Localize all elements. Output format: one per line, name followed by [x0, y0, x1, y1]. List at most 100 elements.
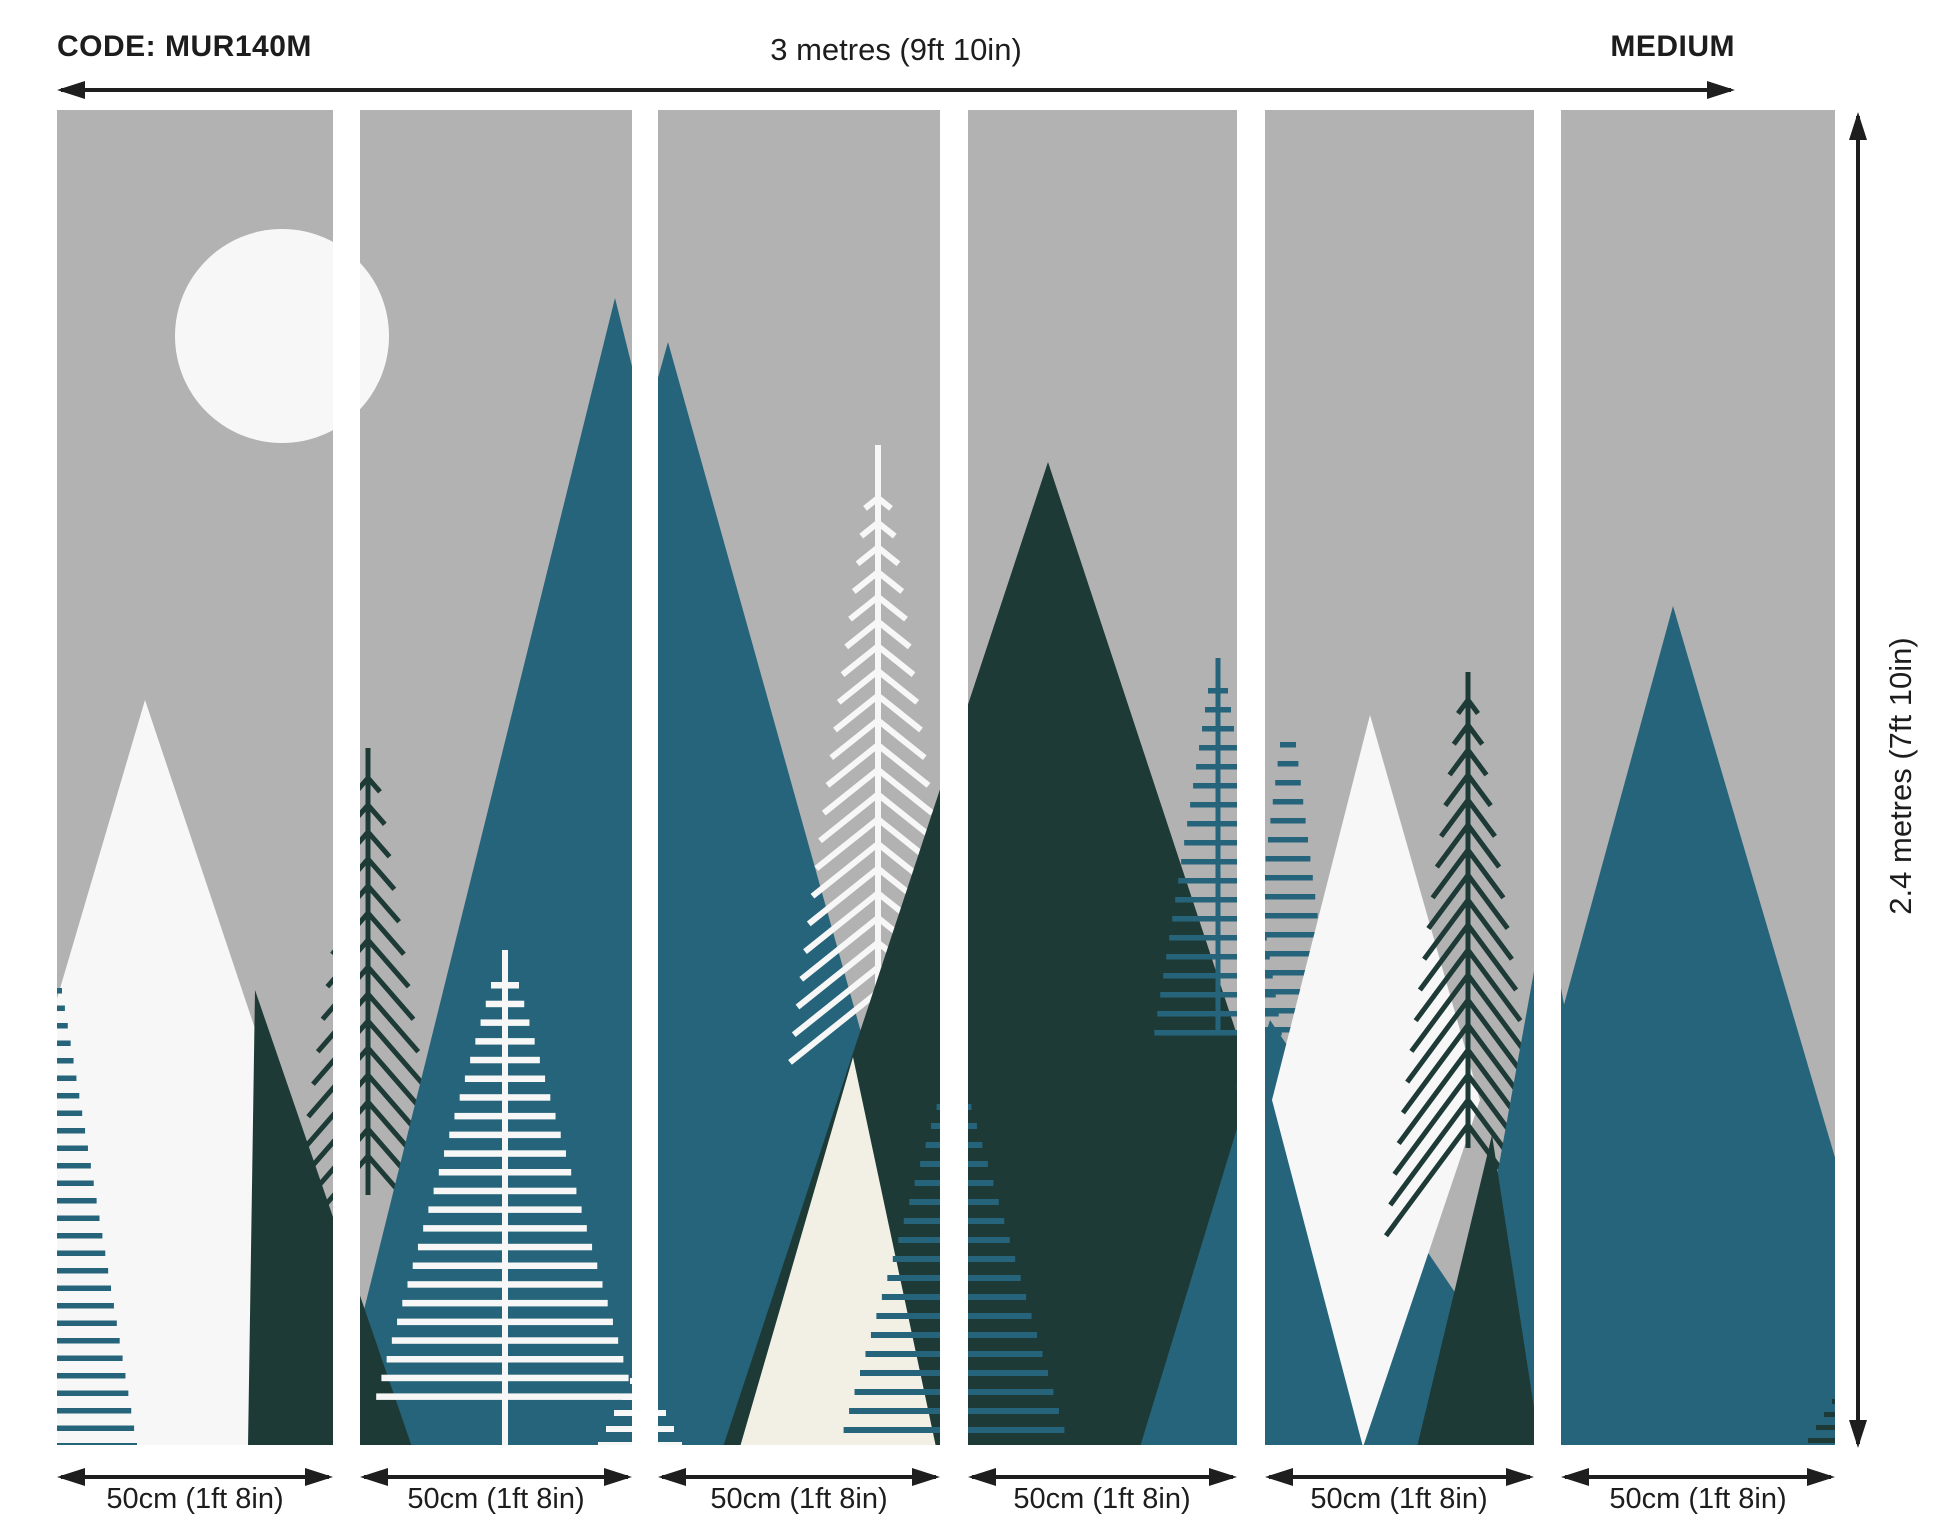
total-width-label: 3 metres (9ft 10in): [770, 32, 1022, 67]
cream-peak: [740, 1057, 936, 1445]
tree-branch: [844, 619, 880, 650]
tree-branch: [876, 495, 893, 511]
tree-branch: [366, 884, 402, 924]
tree-branch: [366, 830, 392, 859]
tree-branch: [1465, 748, 1489, 777]
panel-gap: [333, 110, 360, 1445]
tree-branch: [876, 569, 905, 594]
tree-branch: [1388, 1098, 1471, 1207]
tree-branch: [840, 643, 880, 677]
arrowhead: [912, 1468, 940, 1486]
arrowhead: [57, 1468, 85, 1486]
arrowhead: [968, 1468, 996, 1486]
arrowhead: [1265, 1468, 1293, 1486]
striped-tree-teal-1: [57, 988, 137, 1445]
arrowhead: [1849, 1420, 1867, 1448]
dark-peak-2: [1417, 1135, 1540, 1445]
product-code: CODE: MUR140M: [57, 30, 312, 63]
tree-branch: [876, 619, 912, 650]
tree-branch: [876, 594, 908, 622]
panel-width-arrow-2: [360, 1468, 632, 1486]
striped-tree-white-1: [376, 950, 634, 1445]
arrowhead: [360, 1468, 388, 1486]
arrowhead: [1807, 1468, 1835, 1486]
tree-branch: [1396, 1048, 1471, 1146]
tree-branch: [876, 717, 927, 761]
arrowhead: [604, 1468, 632, 1486]
tree-trunk: [1215, 658, 1221, 1035]
tree-branch: [876, 742, 931, 788]
tree-branch: [366, 776, 382, 794]
tree-branch: [1465, 873, 1510, 931]
tree-branch: [1465, 923, 1519, 992]
tree-branch: [818, 792, 880, 844]
tree-branch: [810, 841, 880, 899]
tree-branch: [1465, 723, 1485, 746]
panel-width-label-6: 50cm (1ft 8in): [1609, 1483, 1787, 1515]
tree-branch: [1447, 748, 1471, 777]
arrowhead: [1849, 112, 1867, 140]
tree-branch: [1465, 698, 1481, 715]
total-height-arrow: [1849, 112, 1867, 1448]
panel-width-arrow-1: [57, 1468, 333, 1486]
tree-branch: [1392, 1073, 1471, 1176]
dark-peak-1: [248, 990, 412, 1445]
panel-width-label-4: 50cm (1ft 8in): [1013, 1483, 1191, 1515]
panel-width-arrow-6: [1561, 1468, 1835, 1486]
tree-branch: [1451, 723, 1471, 746]
tree-branch: [366, 938, 411, 989]
panel-gap: [1237, 110, 1265, 1445]
tree-branch: [1465, 898, 1514, 961]
tree-branch: [791, 964, 880, 1038]
teal-mountain-1: [330, 298, 900, 1445]
tree-branch: [799, 915, 880, 982]
tree-trunk: [502, 950, 508, 1445]
tree-branch: [876, 668, 920, 705]
tree-branch: [876, 643, 916, 677]
tree-branch: [1465, 848, 1506, 900]
tree-branch: [1465, 823, 1502, 869]
tree-branch: [366, 992, 421, 1054]
total-height-label: 2.4 metres (7ft 10in): [1883, 637, 1918, 915]
tree-branch: [814, 816, 880, 871]
mural-artwork: [57, 110, 1835, 1445]
arrowhead: [57, 81, 85, 99]
tree-branch: [1465, 948, 1523, 1023]
arrowhead: [1209, 1468, 1237, 1486]
tree-branch: [848, 594, 880, 622]
tree-branch: [366, 857, 397, 891]
striped-tree-dark-1: [1808, 1399, 1835, 1443]
tree-branch: [788, 989, 880, 1065]
total-width-arrow: [57, 81, 1735, 99]
tree-branch: [876, 545, 901, 567]
tree-branch: [821, 767, 880, 816]
size-badge: MEDIUM: [1610, 30, 1735, 63]
tree-branch: [1426, 873, 1471, 931]
tree-branch: [1443, 773, 1471, 808]
tree-branch: [1465, 798, 1497, 838]
tree-branch: [1422, 898, 1471, 961]
tree-branch: [829, 717, 880, 761]
tree-branch: [1400, 1023, 1471, 1115]
tree-branch: [1465, 973, 1527, 1053]
arrowhead: [1561, 1468, 1589, 1486]
dark-mountain-1: [723, 462, 1373, 1445]
tree-branch: [366, 911, 406, 956]
tree-branch: [803, 890, 880, 954]
panel-gap: [632, 110, 658, 1445]
panel-width-label-2: 50cm (1ft 8in): [407, 1483, 585, 1515]
tree-branch: [806, 866, 880, 927]
white-diamond: [1272, 715, 1480, 1445]
panel-width-arrow-4: [968, 1468, 1237, 1486]
tree-branch: [1417, 923, 1471, 992]
tree-branch: [1409, 973, 1471, 1053]
panel-width-arrow-5: [1265, 1468, 1534, 1486]
tree-branch: [876, 693, 923, 733]
tree-branch: [836, 668, 880, 705]
tree-branch: [1439, 798, 1471, 838]
tree-branch: [366, 965, 416, 1021]
tree-branch: [855, 545, 880, 567]
arrowhead: [1506, 1468, 1534, 1486]
tree-branch: [366, 1019, 425, 1086]
